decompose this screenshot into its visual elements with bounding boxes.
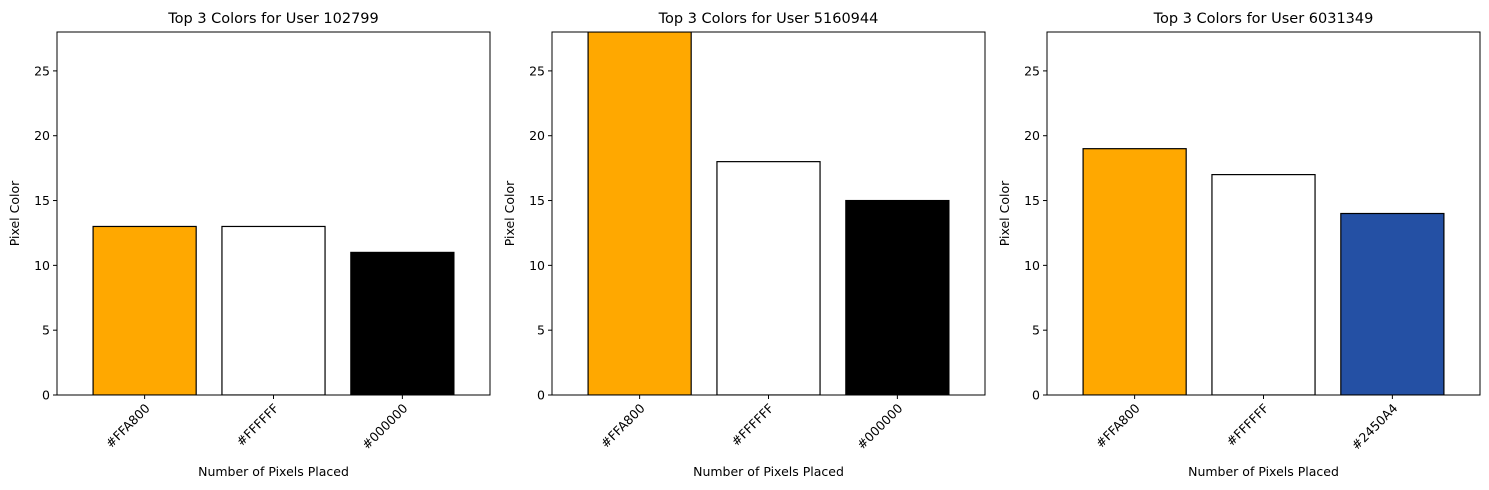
x-tick-label: #FFA800 <box>102 400 152 450</box>
bar-ffffff <box>1211 174 1316 395</box>
y-tick-label: 20 <box>529 128 545 143</box>
y-tick-label: 5 <box>42 323 50 338</box>
y-tick-label: 20 <box>1024 128 1040 143</box>
y-tick-label: 25 <box>529 63 545 78</box>
bar-ffa800 <box>92 225 197 395</box>
bar-2450a4 <box>1340 212 1445 395</box>
chart-panel-3: Top 3 Colors for User 6031349 0 5 10 15 20 25 #… <box>997 11 1481 479</box>
y-tick-label: 10 <box>34 258 50 273</box>
bar-ffffff <box>221 225 326 395</box>
bars <box>92 225 455 395</box>
x-axis-label: Number of Pixels Placed <box>693 464 844 479</box>
y-tick-label: 15 <box>529 193 545 208</box>
y-tick-label: 0 <box>1032 388 1040 403</box>
y-tick-label: 5 <box>537 323 545 338</box>
chart-panel-2: Top 3 Colors for User 5160944 0 5 10 15 20 25 #… <box>502 11 986 479</box>
bar-ffffff <box>716 161 821 395</box>
x-tick-label: #FFFFFF <box>728 401 777 450</box>
x-tick-label: #FFA800 <box>597 400 647 450</box>
y-tick-label: 25 <box>1024 63 1040 78</box>
x-axis-label: Number of Pixels Placed <box>1188 464 1339 479</box>
bar-000000 <box>845 199 950 395</box>
x-tick-label: #FFFFFF <box>233 401 282 450</box>
y-axis-label: Pixel Color <box>502 180 517 246</box>
y-tick-label: 25 <box>34 63 50 78</box>
y-tick-label: 0 <box>537 388 545 403</box>
x-tick-label: #FFFFFF <box>1223 401 1272 450</box>
x-tick-label: #FFA800 <box>1092 400 1142 450</box>
x-axis-label: Number of Pixels Placed <box>198 464 349 479</box>
bars <box>1082 148 1445 395</box>
x-tick-label: #000000 <box>854 400 906 452</box>
bar-000000 <box>350 251 455 395</box>
y-tick-label: 0 <box>42 388 50 403</box>
x-tick-label: #2450A4 <box>1348 400 1400 452</box>
bar-ffa800 <box>1082 148 1187 395</box>
y-tick-label: 20 <box>34 128 50 143</box>
y-tick-label: 10 <box>1024 258 1040 273</box>
chart-title: Top 3 Colors for User 6031349 <box>1153 11 1374 27</box>
y-tick-label: 15 <box>34 193 50 208</box>
y-axis-label: Pixel Color <box>7 180 22 246</box>
chart-panel-1: Top 3 Colors for User 102799 0 5 10 15 20 25 #F… <box>7 11 491 479</box>
y-tick-label: 10 <box>529 258 545 273</box>
x-tick-label: #000000 <box>359 400 411 452</box>
chart-title: Top 3 Colors for User 5160944 <box>658 11 879 27</box>
y-axis-label: Pixel Color <box>997 180 1012 246</box>
bars <box>587 32 950 395</box>
y-tick-label: 5 <box>1032 323 1040 338</box>
bar-ffa800 <box>587 32 692 395</box>
chart-title: Top 3 Colors for User 102799 <box>167 11 379 27</box>
y-tick-label: 15 <box>1024 193 1040 208</box>
